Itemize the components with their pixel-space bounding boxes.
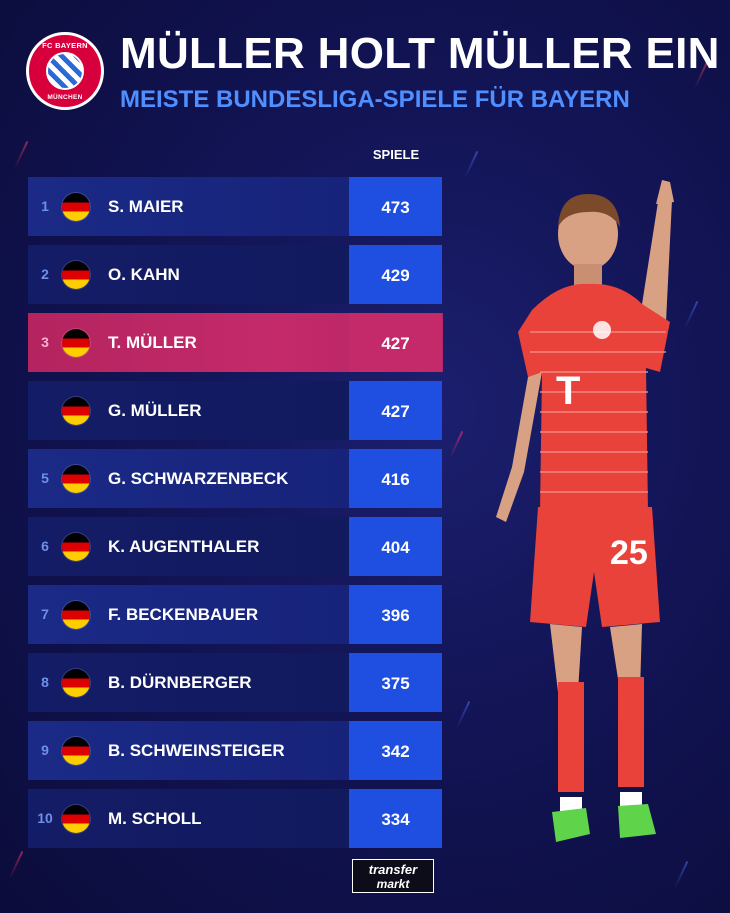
games-count: 427 xyxy=(381,334,410,353)
player-name: G. MÜLLER xyxy=(108,401,202,420)
rank-number: 10 xyxy=(37,810,53,826)
player-name: O. KAHN xyxy=(108,265,180,284)
ranking-row: 10 M. SCHOLL 334 xyxy=(28,789,443,848)
page-subtitle: MEISTE BUNDESLIGA-SPIELE FÜR BAYERN xyxy=(120,86,630,113)
germany-flag-icon xyxy=(62,193,90,221)
germany-flag-icon xyxy=(62,805,90,833)
ranking-row: G. MÜLLER 427 xyxy=(28,381,443,440)
logo-diamond-pattern xyxy=(46,52,84,90)
rank-number: 7 xyxy=(41,606,49,622)
games-count: 416 xyxy=(381,470,410,489)
logo-bottom-text: MÜNCHEN xyxy=(47,94,83,101)
ranking-row: 7 F. BECKENBAUER 396 xyxy=(28,585,443,644)
ranking-row: 5 G. SCHWARZENBECK 416 xyxy=(28,449,443,508)
germany-flag-icon xyxy=(62,669,90,697)
rank-number: 1 xyxy=(41,198,49,214)
games-count: 429 xyxy=(381,266,410,285)
ranking-row: 1 S. MAIER 473 xyxy=(28,177,443,236)
games-count: 473 xyxy=(381,198,410,217)
shirt-sponsor: T xyxy=(556,369,580,413)
rank-number: 6 xyxy=(41,538,49,554)
rank-number: 9 xyxy=(41,742,49,758)
player-name: S. MAIER xyxy=(108,197,184,216)
games-count: 334 xyxy=(381,810,410,829)
germany-flag-icon xyxy=(62,329,90,357)
games-count: 396 xyxy=(381,606,410,625)
column-header-spiele: SPIELE xyxy=(372,147,420,162)
player-name: B. DÜRNBERGER xyxy=(108,673,252,692)
rank-number: 2 xyxy=(41,266,49,282)
germany-flag-icon xyxy=(62,261,90,289)
rank-number: 3 xyxy=(41,334,49,350)
player-name: T. MÜLLER xyxy=(108,333,197,352)
logo-top-text: FC BAYERN xyxy=(42,41,88,50)
germany-flag-icon xyxy=(62,533,90,561)
player-name: K. AUGENTHALER xyxy=(108,537,260,556)
ranking-row: 9 B. SCHWEINSTEIGER 342 xyxy=(28,721,443,780)
rank-number: 5 xyxy=(41,470,49,486)
germany-flag-icon xyxy=(62,601,90,629)
germany-flag-icon xyxy=(62,397,90,425)
games-count: 427 xyxy=(381,402,410,421)
games-count: 404 xyxy=(381,538,410,557)
player-name: F. BECKENBAUER xyxy=(108,605,259,624)
ranking-row: 6 K. AUGENTHALER 404 xyxy=(28,517,443,576)
brand-bottom-text: markt xyxy=(376,877,410,891)
player-illustration: T 25 xyxy=(496,180,674,842)
brand-top-text: transfer xyxy=(368,862,418,877)
page-title: MÜLLER HOLT MÜLLER EIN xyxy=(120,29,720,78)
transfermarkt-logo: transfer markt xyxy=(352,859,434,893)
ranking-row: 8 B. DÜRNBERGER 375 xyxy=(28,653,443,712)
fc-bayern-logo: FC BAYERN MÜNCHEN xyxy=(26,32,104,110)
germany-flag-icon xyxy=(62,465,90,493)
player-name: B. SCHWEINSTEIGER xyxy=(108,741,285,760)
player-name: G. SCHWARZENBECK xyxy=(108,469,289,488)
shorts-number: 25 xyxy=(610,534,648,572)
games-count: 375 xyxy=(381,674,410,693)
rank-number: 8 xyxy=(41,674,49,690)
ranking-row: 2 O. KAHN 429 xyxy=(28,245,443,304)
germany-flag-icon xyxy=(62,737,90,765)
games-count: 342 xyxy=(381,742,410,761)
ranking-row-highlighted: 3 T. MÜLLER 427 xyxy=(28,313,443,372)
player-name: M. SCHOLL xyxy=(108,809,202,828)
